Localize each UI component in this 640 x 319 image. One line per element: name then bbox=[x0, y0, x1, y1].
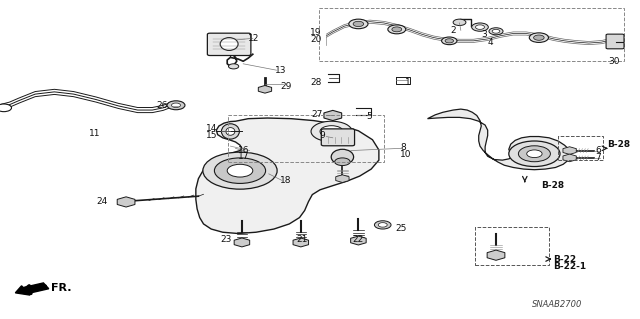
Text: 11: 11 bbox=[89, 130, 100, 138]
Circle shape bbox=[311, 121, 352, 142]
Text: SNAAB2700: SNAAB2700 bbox=[532, 300, 582, 309]
Text: 6: 6 bbox=[595, 146, 601, 155]
Text: B-22-1: B-22-1 bbox=[554, 262, 587, 271]
Text: 8: 8 bbox=[400, 143, 406, 152]
Text: 5: 5 bbox=[366, 112, 372, 121]
Ellipse shape bbox=[226, 128, 235, 135]
Circle shape bbox=[509, 141, 560, 167]
Circle shape bbox=[489, 28, 503, 35]
Text: 18: 18 bbox=[280, 176, 292, 185]
Text: 30: 30 bbox=[608, 57, 620, 66]
Text: FR.: FR. bbox=[51, 283, 72, 293]
Circle shape bbox=[0, 104, 12, 112]
Circle shape bbox=[227, 164, 253, 177]
FancyBboxPatch shape bbox=[606, 34, 624, 49]
FancyArrow shape bbox=[15, 283, 49, 295]
Circle shape bbox=[167, 101, 185, 110]
Circle shape bbox=[492, 29, 500, 33]
Circle shape bbox=[353, 21, 364, 26]
Circle shape bbox=[172, 103, 180, 108]
Circle shape bbox=[534, 35, 544, 40]
Text: 10: 10 bbox=[400, 150, 412, 159]
Polygon shape bbox=[428, 109, 571, 170]
Circle shape bbox=[392, 27, 402, 32]
Circle shape bbox=[476, 25, 484, 29]
Text: 27: 27 bbox=[312, 110, 323, 119]
Text: 7: 7 bbox=[595, 153, 601, 162]
Text: 29: 29 bbox=[280, 82, 292, 91]
Bar bbox=[558, 136, 603, 160]
Text: 1: 1 bbox=[404, 78, 410, 87]
Text: 28: 28 bbox=[310, 78, 322, 87]
Circle shape bbox=[472, 23, 488, 31]
Text: B-22: B-22 bbox=[554, 255, 577, 263]
Text: 17: 17 bbox=[238, 152, 250, 161]
Text: 3: 3 bbox=[481, 30, 487, 39]
Text: 19: 19 bbox=[310, 28, 322, 37]
Circle shape bbox=[349, 19, 368, 29]
Circle shape bbox=[214, 158, 266, 183]
FancyBboxPatch shape bbox=[207, 33, 251, 56]
Text: 13: 13 bbox=[275, 66, 287, 75]
Text: 9: 9 bbox=[319, 131, 325, 140]
Circle shape bbox=[388, 25, 406, 34]
Text: B-28: B-28 bbox=[607, 140, 630, 149]
Circle shape bbox=[203, 152, 277, 189]
Text: 23: 23 bbox=[220, 235, 232, 244]
Text: 14: 14 bbox=[206, 124, 218, 133]
Circle shape bbox=[378, 223, 387, 227]
Ellipse shape bbox=[220, 38, 238, 50]
Polygon shape bbox=[196, 118, 379, 234]
Circle shape bbox=[320, 126, 343, 137]
Text: 20: 20 bbox=[310, 35, 322, 44]
Text: 16: 16 bbox=[238, 146, 250, 155]
Text: 25: 25 bbox=[395, 224, 406, 233]
Text: B-28: B-28 bbox=[541, 181, 564, 190]
Ellipse shape bbox=[221, 124, 239, 139]
Circle shape bbox=[228, 64, 239, 69]
Circle shape bbox=[442, 37, 457, 45]
Circle shape bbox=[453, 19, 466, 26]
Circle shape bbox=[527, 150, 542, 158]
Ellipse shape bbox=[332, 149, 354, 165]
Text: 24: 24 bbox=[96, 197, 108, 206]
Circle shape bbox=[335, 158, 350, 166]
Circle shape bbox=[445, 39, 454, 43]
Text: 4: 4 bbox=[488, 38, 493, 47]
Text: 15: 15 bbox=[206, 131, 218, 140]
Text: 12: 12 bbox=[248, 34, 260, 43]
Bar bbox=[228, 115, 384, 162]
Text: 2: 2 bbox=[450, 26, 456, 35]
Text: 22: 22 bbox=[353, 235, 364, 244]
Text: 26: 26 bbox=[156, 101, 168, 110]
Circle shape bbox=[518, 146, 550, 162]
FancyBboxPatch shape bbox=[321, 129, 355, 146]
Text: 21: 21 bbox=[296, 235, 308, 244]
Circle shape bbox=[529, 33, 548, 42]
Circle shape bbox=[374, 221, 391, 229]
Bar bbox=[319, 8, 624, 61]
Bar bbox=[475, 227, 549, 265]
